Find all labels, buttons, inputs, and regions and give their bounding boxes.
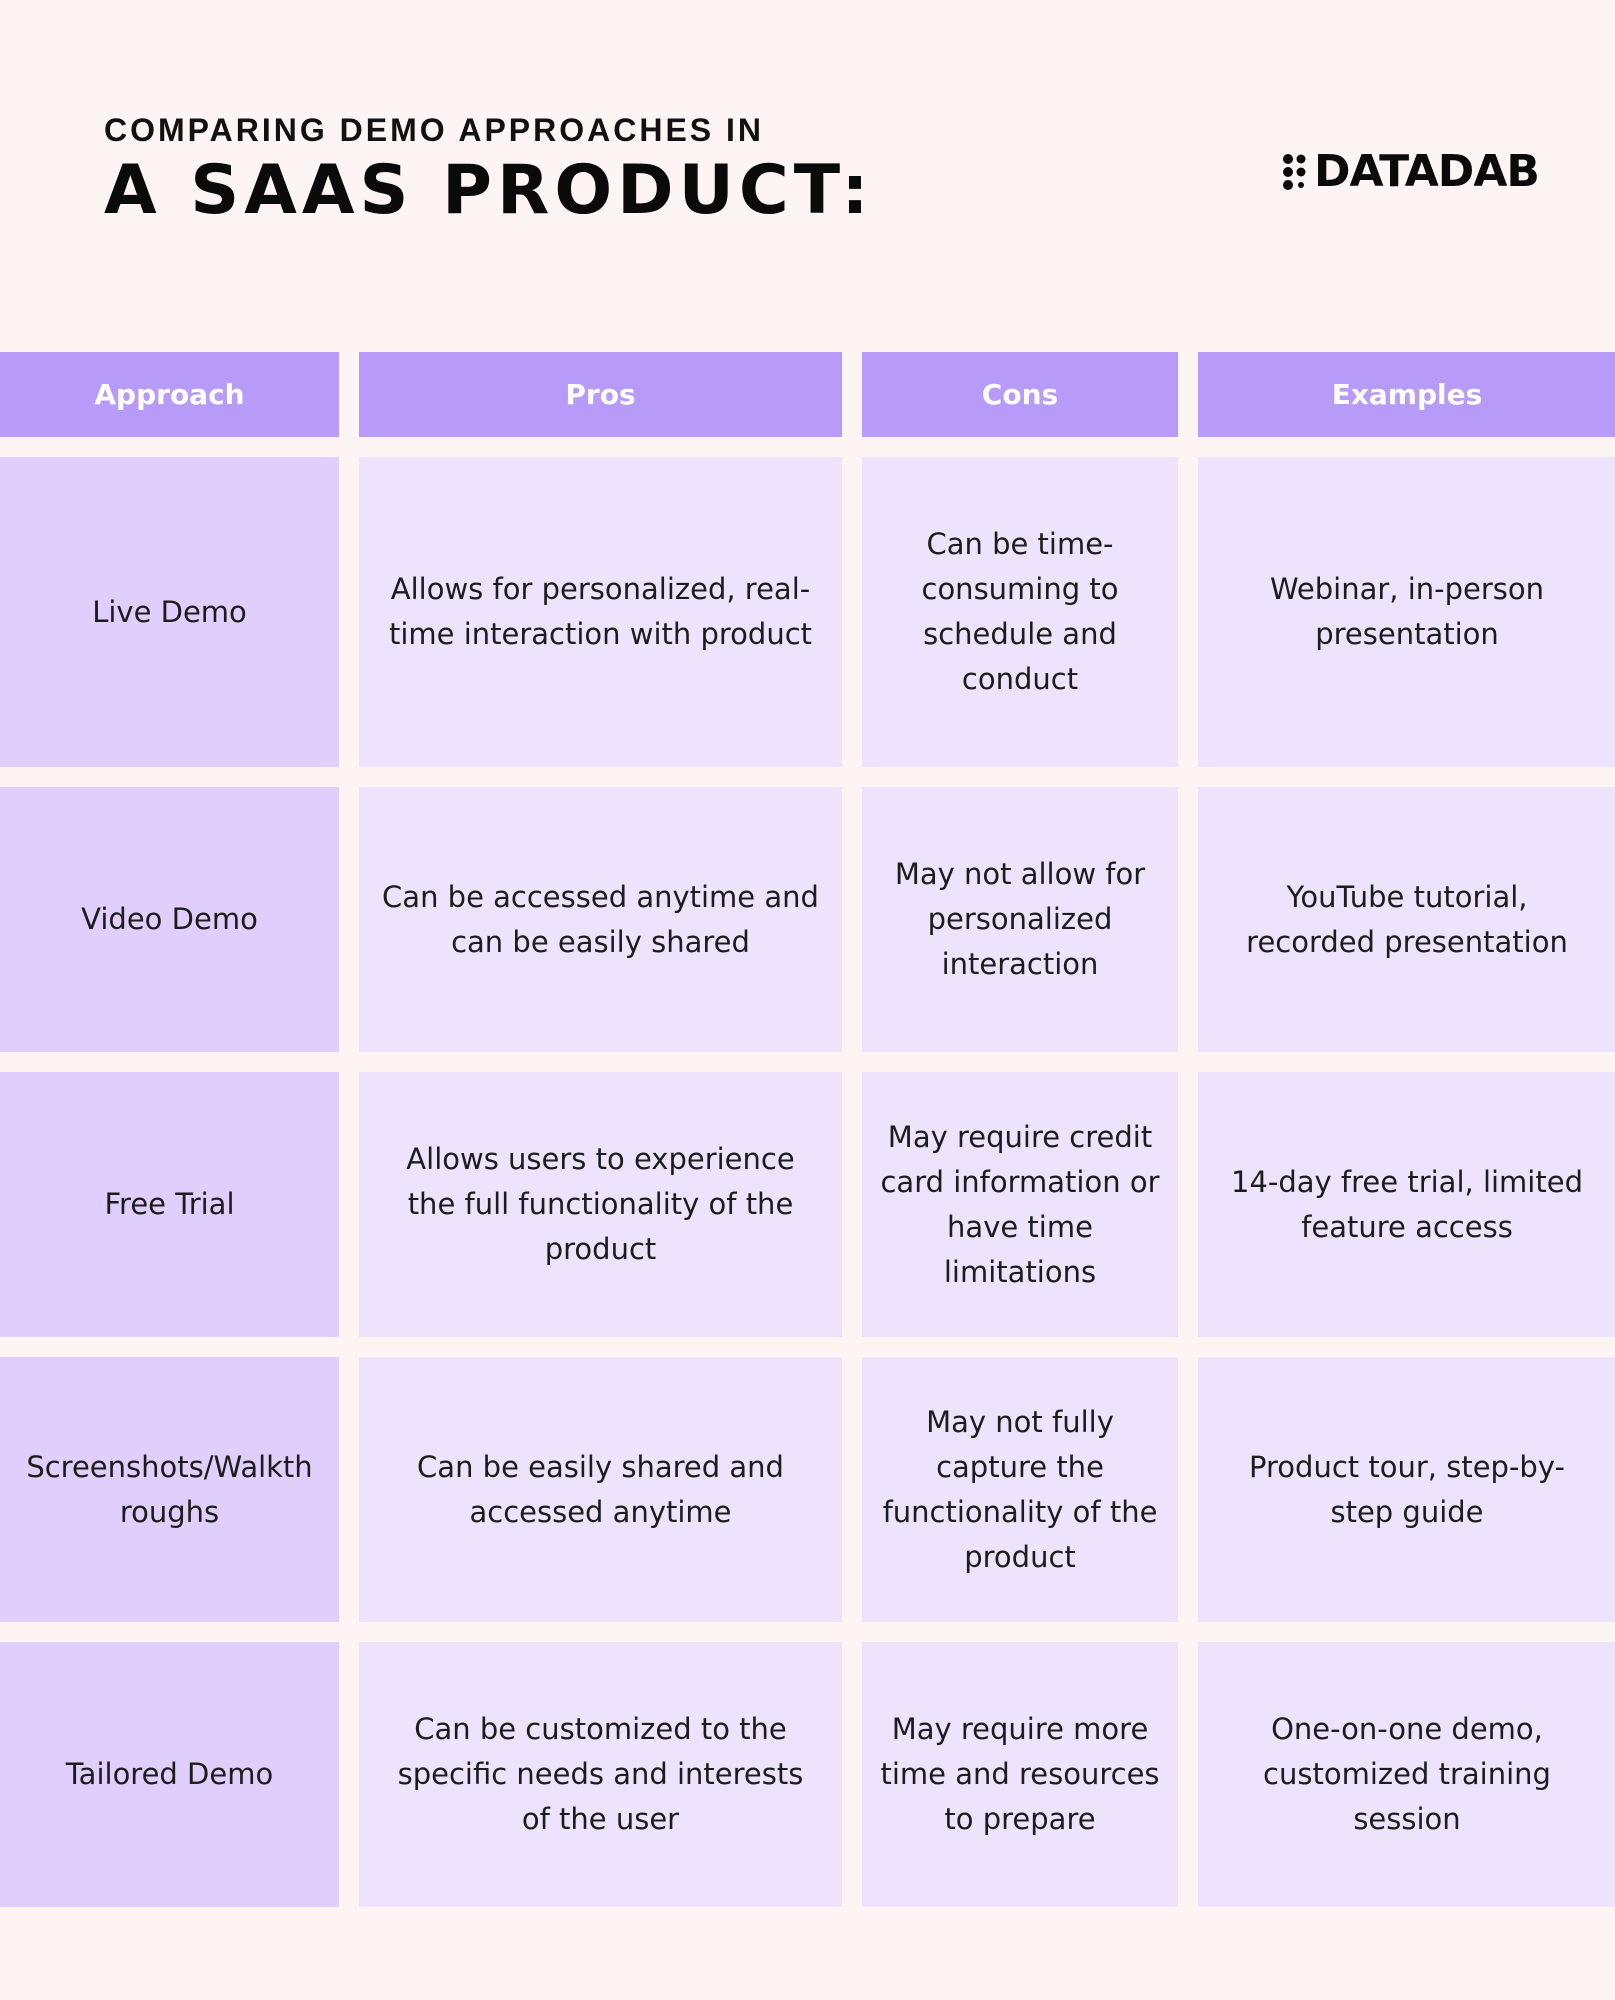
table-cell-cons: May not fully capture the functionality … [862,1357,1178,1622]
table-cell-examples: One-on-one demo, customized training ses… [1198,1642,1615,1907]
table-cell-examples: Product tour, step-by-step guide [1198,1357,1615,1622]
page-title: A SAAS PRODUCT: [104,151,874,230]
table-cell-pros: Can be easily shared and accessed anytim… [359,1357,842,1622]
table-cell-approach: Screenshots/Walkthroughs [0,1357,339,1622]
table-cell-examples: Webinar, in-person presentation [1198,457,1615,767]
table-cell-pros: Can be customized to the specific needs … [359,1642,842,1907]
column-header-examples: Examples [1198,352,1615,437]
table-cell-examples: 14-day free trial, limited feature acces… [1198,1072,1615,1337]
table-cell-cons: May not allow for personalized interacti… [862,787,1178,1052]
column-header-pros: Pros [359,352,842,437]
table-cell-examples: YouTube tutorial, recorded presentation [1198,787,1615,1052]
table-cell-cons: May require credit card information or h… [862,1072,1178,1337]
table-cell-cons: May require more time and resources to p… [862,1642,1178,1907]
column-header-approach: Approach [0,352,339,437]
page-header: COMPARING DEMO APPROACHES IN A SAAS PROD… [104,112,874,230]
table-cell-approach: Tailored Demo [0,1642,339,1907]
table-cell-pros: Allows for personalized, real-time inter… [359,457,842,767]
page-subtitle: COMPARING DEMO APPROACHES IN [104,112,765,148]
brand-logo-text: DATADAB [1314,146,1540,197]
table-cell-approach: Video Demo [0,787,339,1052]
table-cell-pros: Can be accessed anytime and can be easil… [359,787,842,1052]
table-cell-approach: Free Trial [0,1072,339,1337]
column-header-cons: Cons [862,352,1178,437]
comparison-table: Approach Pros Cons Examples Live Demo Al… [0,352,1615,1907]
table-cell-cons: Can be time-consuming to schedule and co… [862,457,1178,767]
dots-grid-icon [1283,153,1306,190]
table-cell-pros: Allows users to experience the full func… [359,1072,842,1337]
brand-logo: DATADAB [1282,146,1540,197]
table-cell-approach: Live Demo [0,457,339,767]
